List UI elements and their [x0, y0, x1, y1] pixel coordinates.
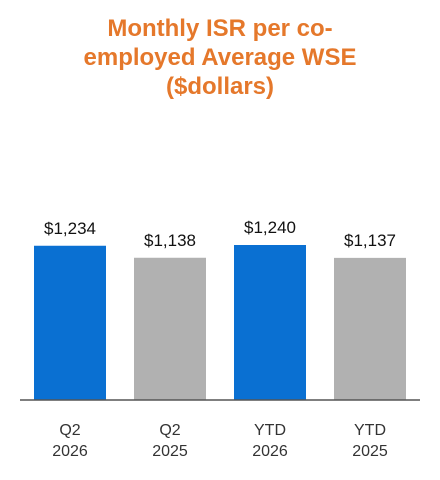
data-label: $1,137 [344, 231, 396, 250]
bar [234, 245, 306, 400]
x-tick-label: YTD 2025 [352, 422, 388, 460]
chart-title: Monthly ISR per co-employed Average WSE … [83, 15, 357, 100]
x-tick-label: Q2 2026 [52, 422, 88, 460]
data-label: $1,234 [44, 219, 96, 238]
bar [34, 245, 106, 400]
x-tick-label: YTD 2026 [252, 422, 288, 460]
bar [334, 257, 406, 400]
data-label: $1,138 [144, 231, 196, 250]
data-label: $1,240 [244, 218, 296, 237]
x-tick-label: Q2 2025 [152, 422, 188, 460]
bar [134, 257, 206, 400]
